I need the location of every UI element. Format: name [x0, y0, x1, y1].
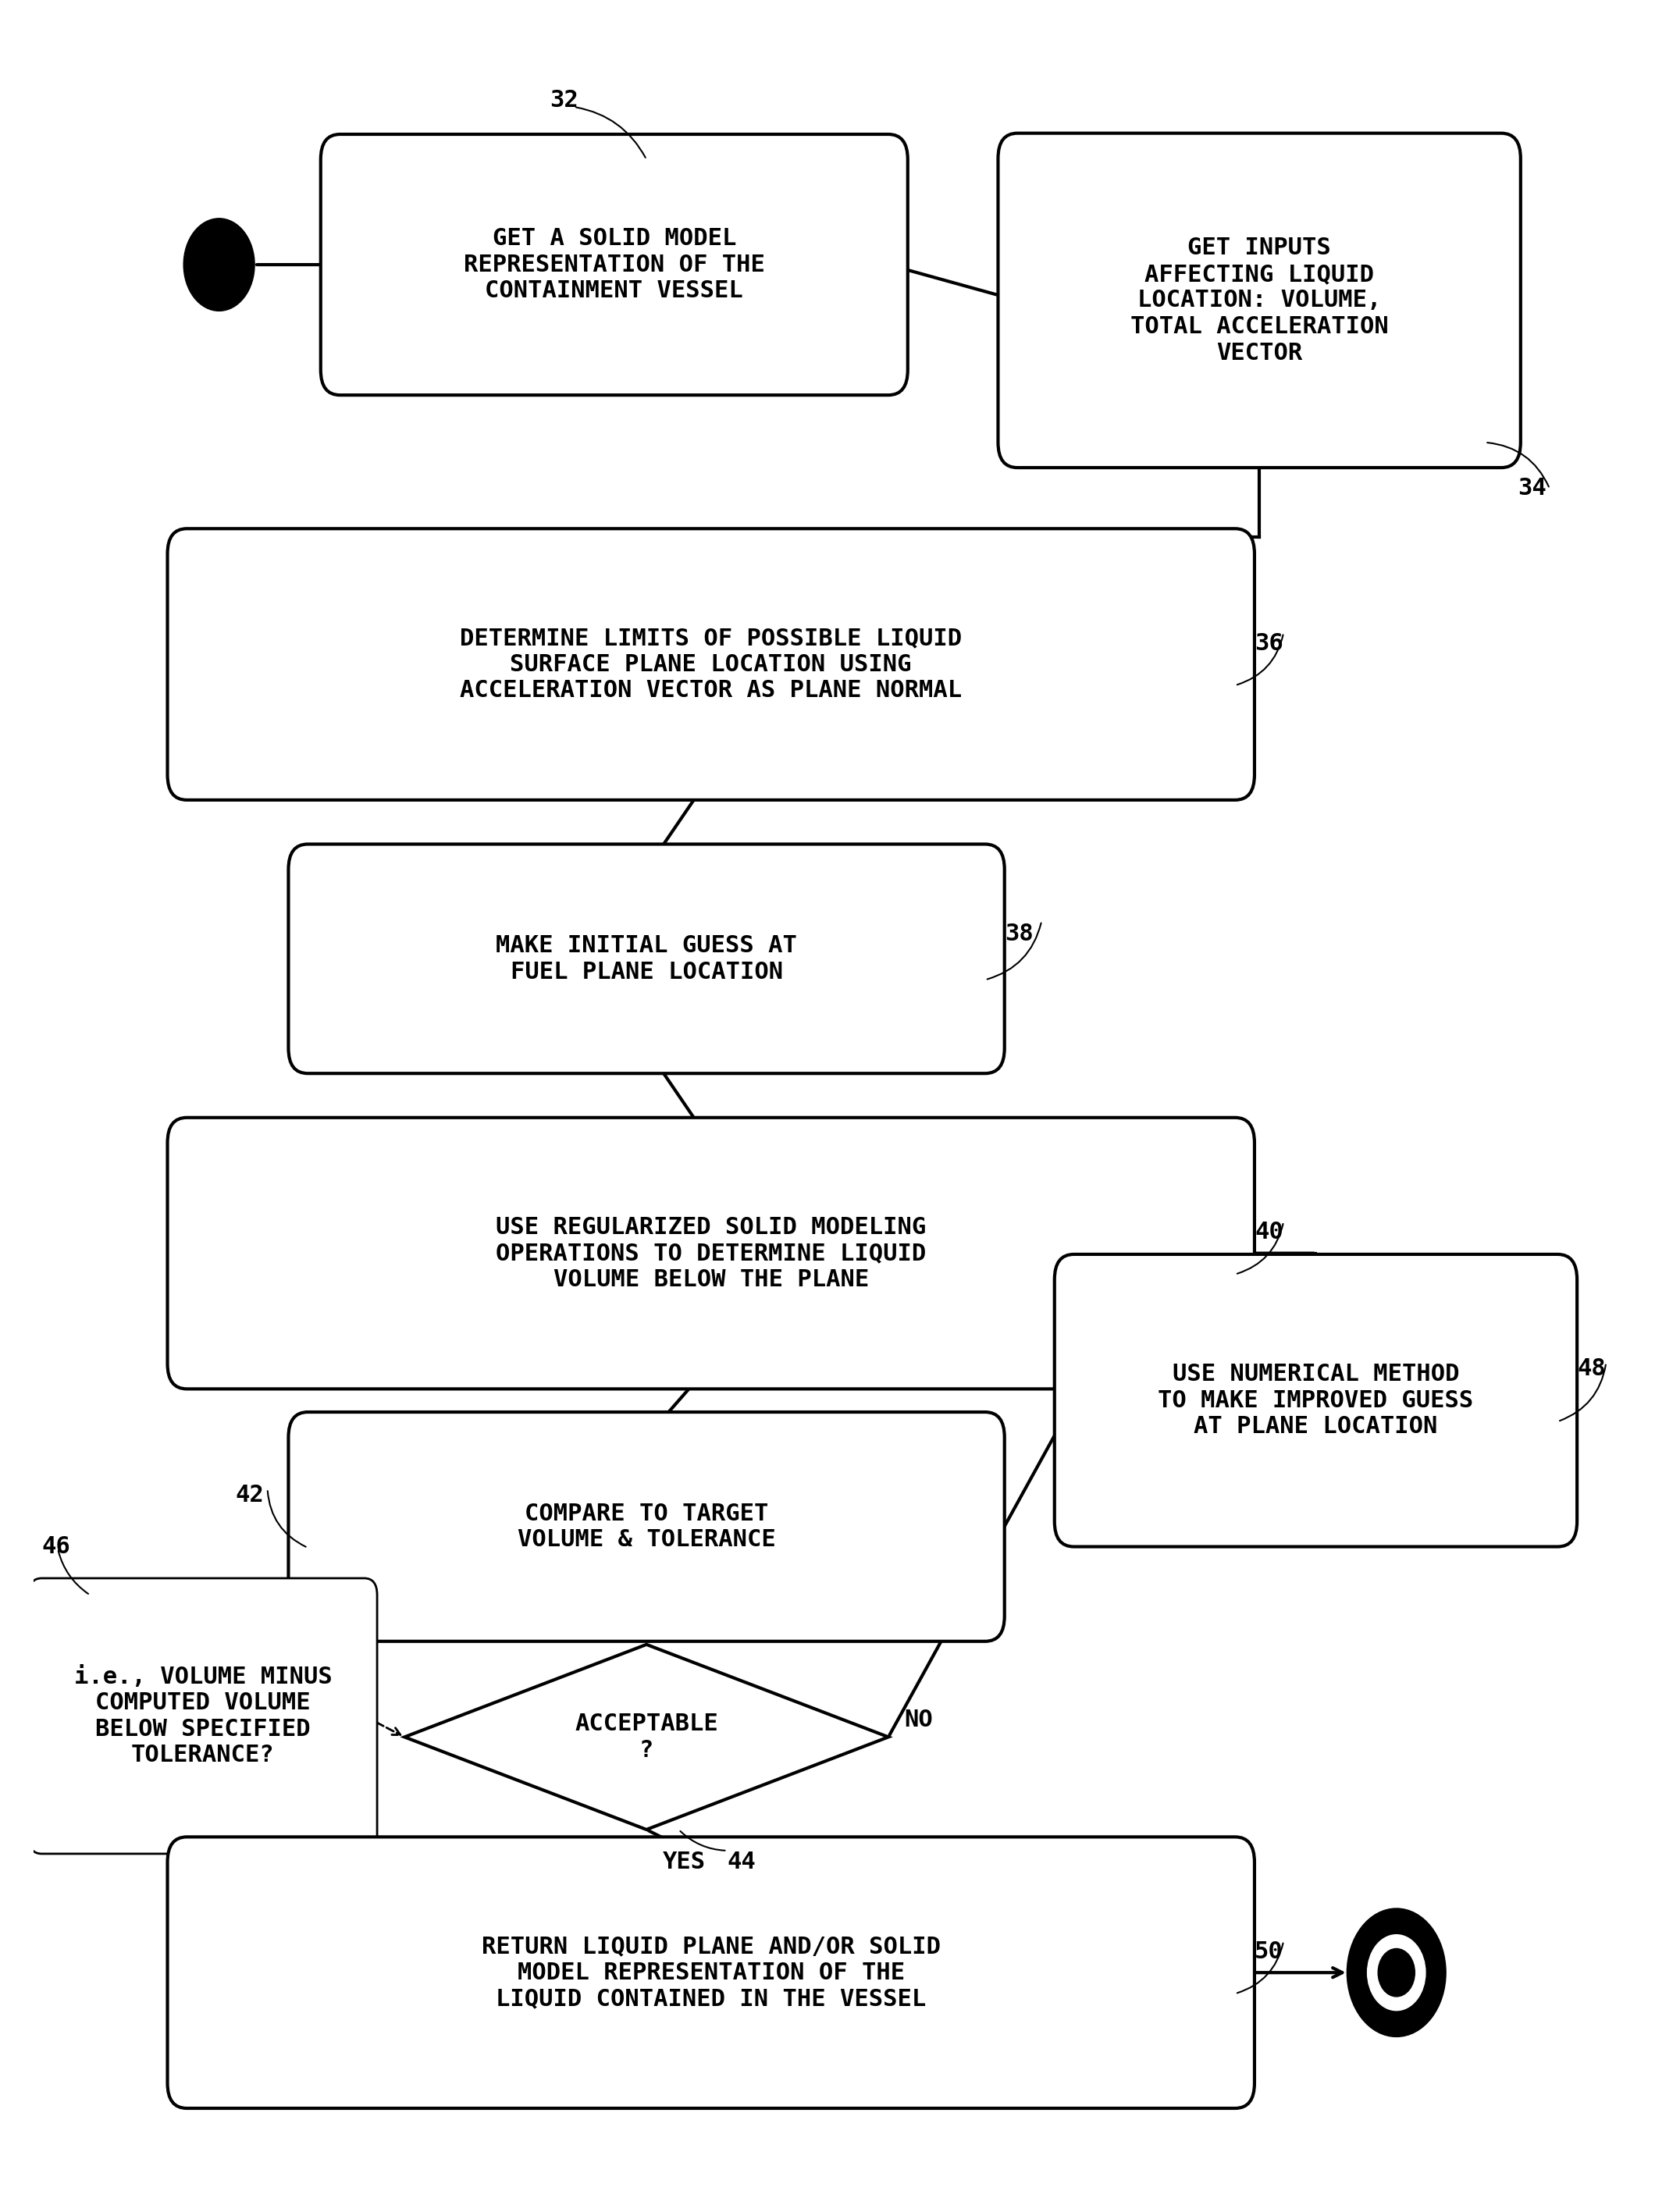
Text: GET A SOLID MODEL
REPRESENTATION OF THE
CONTAINMENT VESSEL: GET A SOLID MODEL REPRESENTATION OF THE …	[464, 228, 764, 302]
Circle shape	[1347, 1911, 1445, 2035]
FancyBboxPatch shape	[168, 1117, 1255, 1389]
Text: 32: 32	[549, 90, 578, 112]
Text: COMPARE TO TARGET
VOLUME & TOLERANCE: COMPARE TO TARGET VOLUME & TOLERANCE	[517, 1503, 776, 1551]
Text: MAKE INITIAL GUESS AT
FUEL PLANE LOCATION: MAKE INITIAL GUESS AT FUEL PLANE LOCATIO…	[496, 933, 796, 984]
Text: GET INPUTS
AFFECTING LIQUID
LOCATION: VOLUME,
TOTAL ACCELERATION
VECTOR: GET INPUTS AFFECTING LIQUID LOCATION: VO…	[1131, 237, 1388, 364]
Circle shape	[1368, 1935, 1425, 2011]
Text: USE REGULARIZED SOLID MODELING
OPERATIONS TO DETERMINE LIQUID
VOLUME BELOW THE P: USE REGULARIZED SOLID MODELING OPERATION…	[496, 1216, 926, 1290]
Text: 34: 34	[1517, 478, 1546, 500]
FancyBboxPatch shape	[321, 134, 907, 394]
Text: ACCEPTABLE
?: ACCEPTABLE ?	[575, 1713, 717, 1762]
Text: 44: 44	[727, 1851, 756, 1873]
Polygon shape	[405, 1645, 889, 1829]
Text: 46: 46	[42, 1536, 71, 1558]
FancyBboxPatch shape	[168, 1836, 1255, 2108]
FancyBboxPatch shape	[168, 528, 1255, 800]
Circle shape	[1378, 1948, 1415, 1996]
FancyBboxPatch shape	[289, 1411, 1005, 1641]
FancyBboxPatch shape	[29, 1578, 376, 1854]
FancyBboxPatch shape	[998, 134, 1520, 467]
Text: i.e., VOLUME MINUS
COMPUTED VOLUME
BELOW SPECIFIED
TOLERANCE?: i.e., VOLUME MINUS COMPUTED VOLUME BELOW…	[74, 1665, 333, 1766]
Text: DETERMINE LIMITS OF POSSIBLE LIQUID
SURFACE PLANE LOCATION USING
ACCELERATION VE: DETERMINE LIMITS OF POSSIBLE LIQUID SURF…	[460, 627, 963, 701]
Text: 38: 38	[1005, 922, 1033, 944]
FancyBboxPatch shape	[289, 844, 1005, 1074]
Text: RETURN LIQUID PLANE AND/OR SOLID
MODEL REPRESENTATION OF THE
LIQUID CONTAINED IN: RETURN LIQUID PLANE AND/OR SOLID MODEL R…	[482, 1935, 941, 2009]
Text: YES: YES	[662, 1851, 706, 1873]
FancyBboxPatch shape	[1055, 1253, 1578, 1547]
Text: 50: 50	[1255, 1941, 1284, 1963]
Text: NO: NO	[904, 1709, 932, 1731]
Text: 40: 40	[1255, 1220, 1284, 1244]
Text: 48: 48	[1578, 1358, 1606, 1380]
Circle shape	[183, 219, 255, 311]
Text: 36: 36	[1255, 631, 1284, 655]
Text: USE NUMERICAL METHOD
TO MAKE IMPROVED GUESS
AT PLANE LOCATION: USE NUMERICAL METHOD TO MAKE IMPROVED GU…	[1158, 1363, 1473, 1437]
Text: 42: 42	[235, 1483, 264, 1507]
